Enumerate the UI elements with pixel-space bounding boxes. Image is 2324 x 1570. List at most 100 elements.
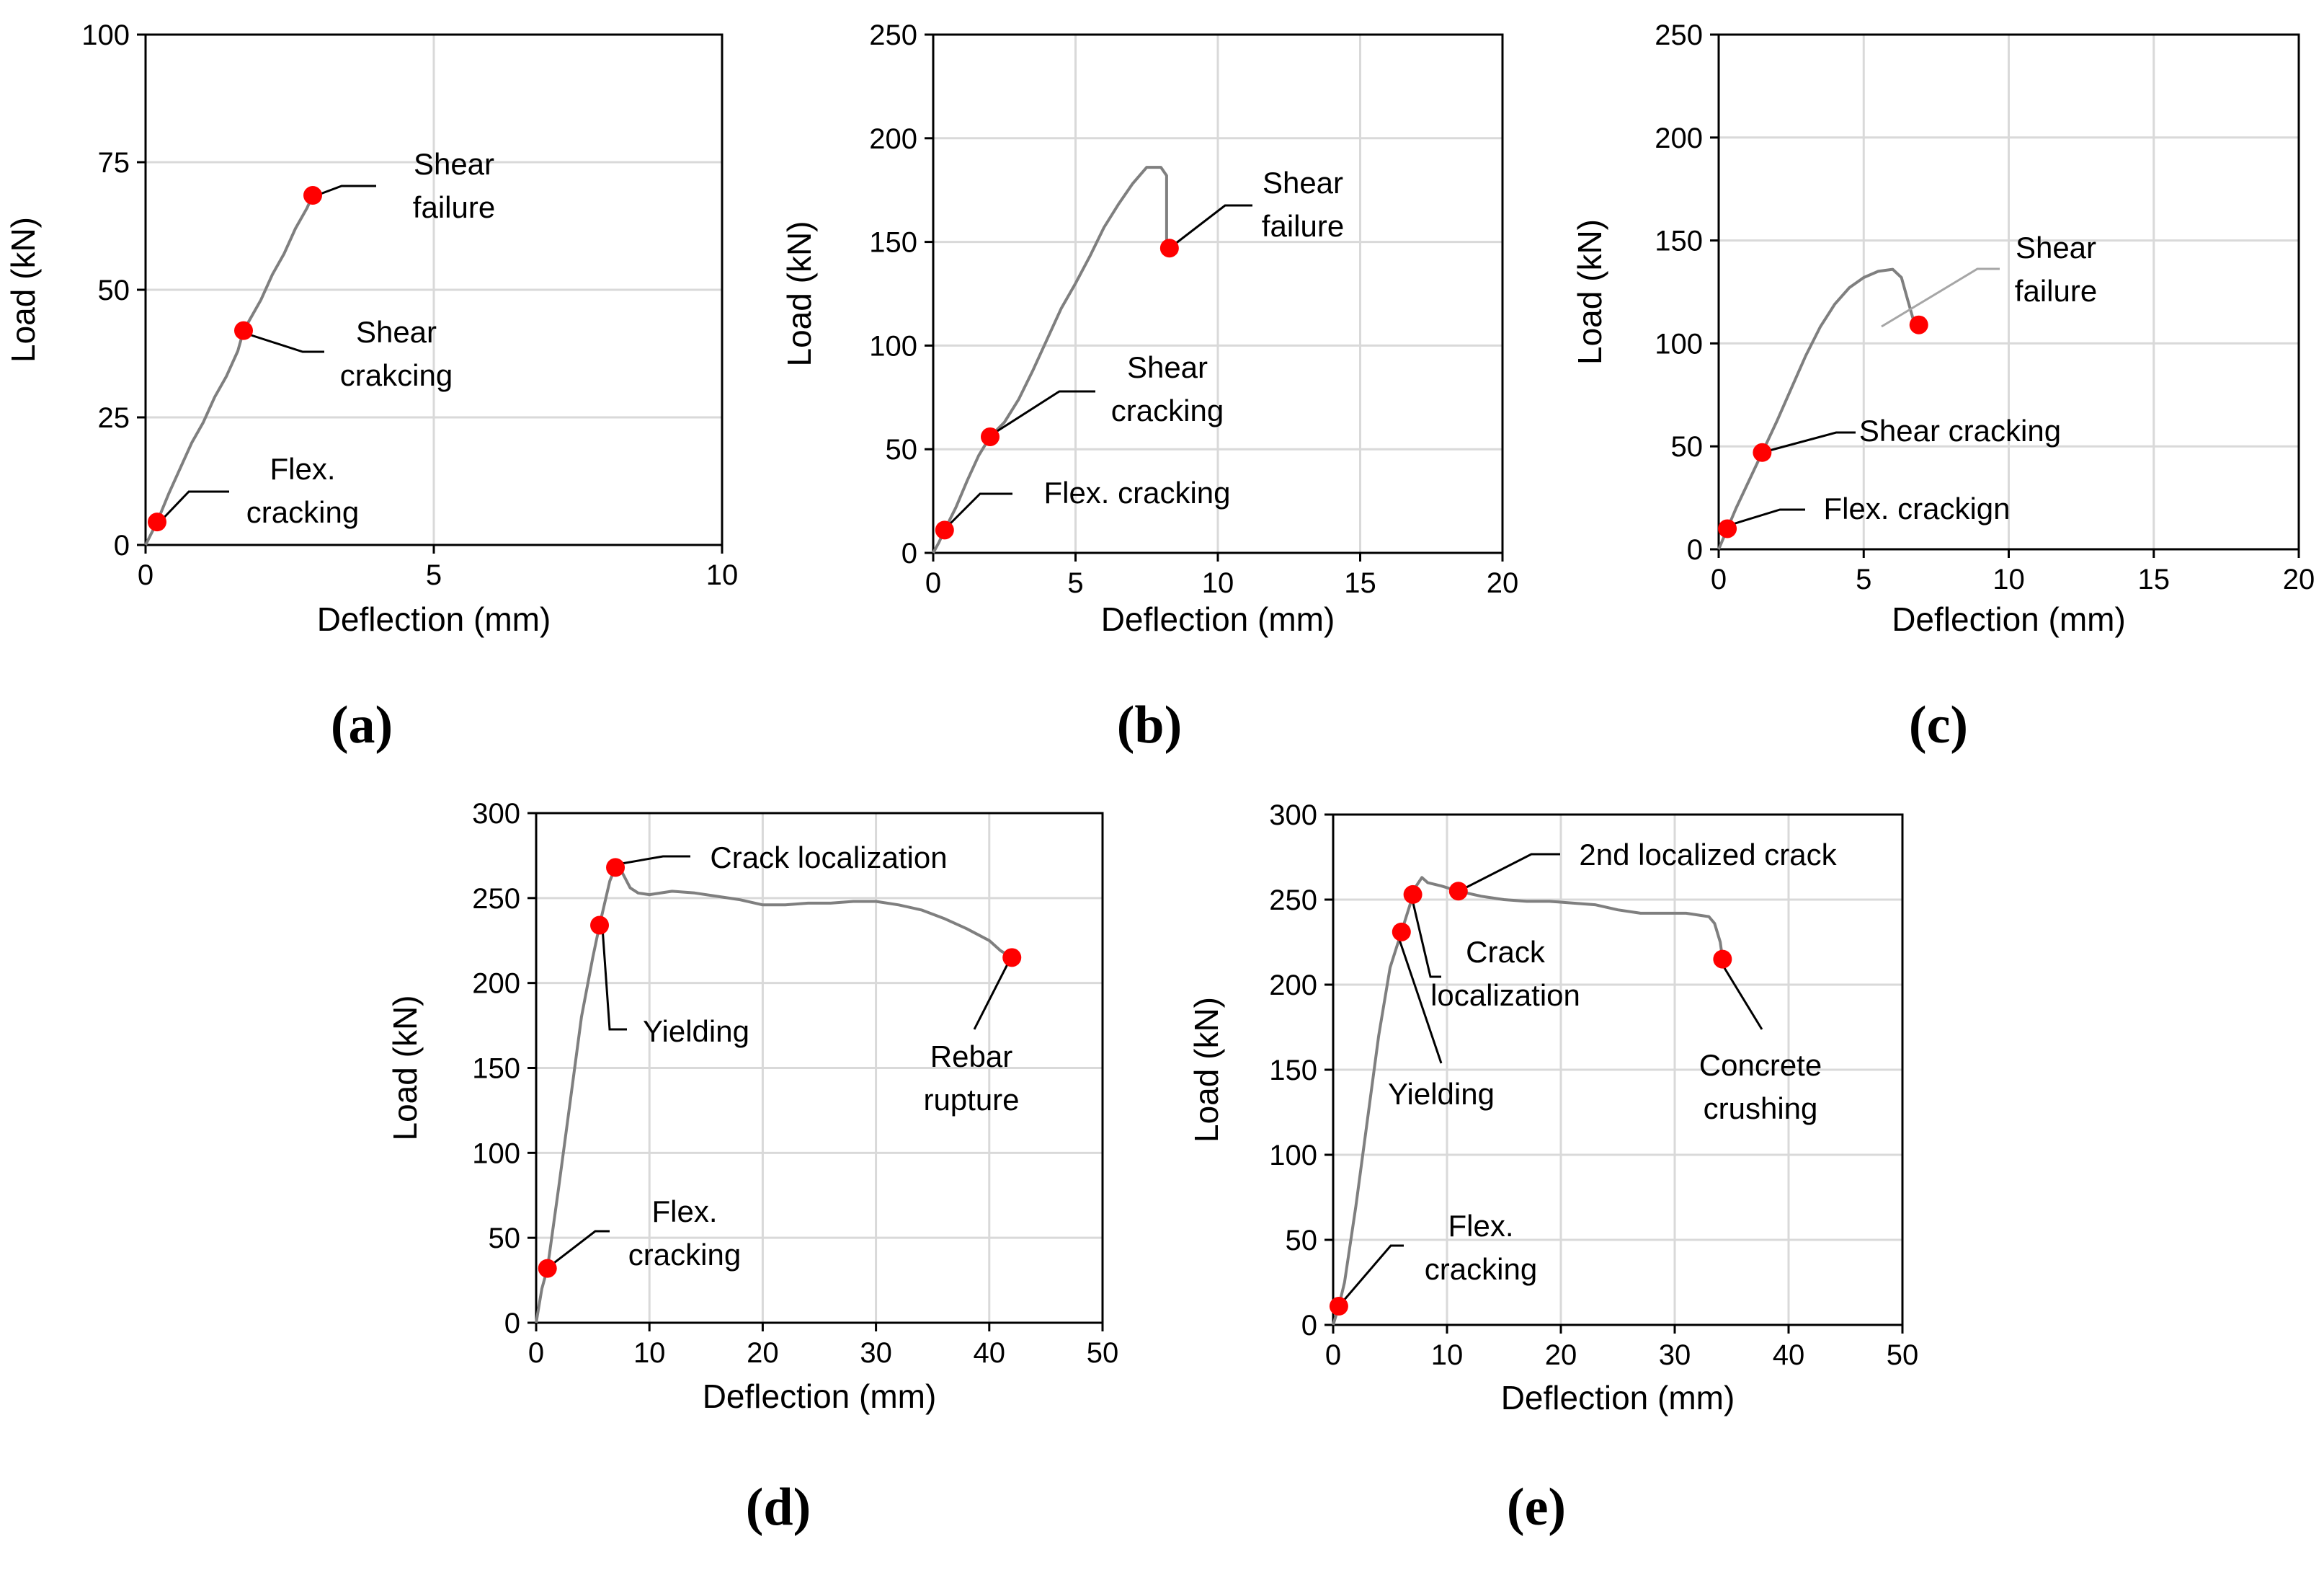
data-point xyxy=(1448,882,1468,901)
y-tick-label: 150 xyxy=(869,227,917,259)
annotation-text: Concrete crushing xyxy=(1699,1048,1822,1125)
annotation-line: Shear cracking xyxy=(1859,414,2061,448)
y-tick-label: 50 xyxy=(98,275,130,306)
annotation-leader xyxy=(989,390,1095,438)
y-tick-label: 250 xyxy=(869,19,917,51)
annotation-line: crushing xyxy=(1704,1091,1818,1125)
chart-e: 0 50 100 150 200 250 300 0 10 20 30 40 50 Deflection … xyxy=(1188,799,1918,1537)
annotation-leader xyxy=(1168,204,1252,250)
data-point xyxy=(1159,239,1179,258)
annotation-text: Shear failure xyxy=(2015,231,2097,308)
annotation-leader xyxy=(613,855,690,866)
annotation-line: failure xyxy=(2015,274,2097,308)
data-point xyxy=(1002,948,1022,967)
y-tick-label: 0 xyxy=(114,530,130,562)
x-tick-label: 15 xyxy=(2138,564,2171,595)
annotation-text: Shear cracking xyxy=(1111,350,1224,427)
panel-label: (d) xyxy=(746,1478,811,1537)
annotation-line: crakcing xyxy=(340,358,453,392)
x-tick-label: 15 xyxy=(1344,567,1376,599)
x-tick-label: 0 xyxy=(1325,1339,1341,1371)
annotation-leader xyxy=(239,330,324,353)
y-tick-label: 150 xyxy=(1655,226,1703,257)
annotation-line: Crack xyxy=(1466,935,1546,969)
annotation-text: Shear failure xyxy=(413,147,495,224)
annotation-line: Crack localization xyxy=(710,841,947,874)
y-tick-label: 150 xyxy=(472,1053,520,1085)
annotation-leader xyxy=(156,490,229,526)
x-tick-label: 50 xyxy=(1087,1337,1119,1369)
x-tick-label: 10 xyxy=(1431,1339,1464,1371)
series-line xyxy=(535,866,1013,1323)
data-point xyxy=(1392,922,1411,941)
x-axis-label: Deflection (mm) xyxy=(317,600,551,638)
annotation-line: Flex. cracking xyxy=(1043,476,1230,510)
y-tick-label: 300 xyxy=(1269,799,1317,831)
annotation-line: failure xyxy=(413,190,495,224)
y-axis-label: Load (kN) xyxy=(1188,997,1225,1143)
x-tick-label: 30 xyxy=(1659,1339,1691,1371)
y-tick-label: 100 xyxy=(81,19,130,51)
annotation-line: Rebar xyxy=(930,1039,1012,1073)
annotation-line: failure xyxy=(1262,209,1344,243)
x-tick-label: 10 xyxy=(1993,564,2025,595)
annotation-text: Shear failure xyxy=(1262,166,1344,243)
data-point xyxy=(606,858,625,877)
y-tick-label: 200 xyxy=(1655,123,1703,154)
x-axis-label: Deflection (mm) xyxy=(1892,600,2126,638)
annotation-text: Crack localization xyxy=(1430,935,1580,1012)
y-tick-label: 0 xyxy=(504,1308,520,1339)
x-tick-label: 5 xyxy=(426,559,442,591)
annotation-line: Shear xyxy=(356,315,437,349)
annotation-text: Rebar rupture xyxy=(923,1039,1019,1117)
chart-c: 0 50 100 150 200 250 0 5 10 15 20 Deflection (mm) Lo… xyxy=(1571,19,2315,755)
annotation-line: Shear xyxy=(1127,350,1208,384)
chart-b: 0 50 100 150 200 250 0 5 10 15 20 Deflection (mm) Lo… xyxy=(780,19,1518,755)
data-point xyxy=(538,1259,557,1278)
x-axis-label: Deflection (mm) xyxy=(1501,1379,1735,1416)
y-tick-label: 100 xyxy=(472,1137,520,1169)
y-tick-label: 300 xyxy=(472,798,520,830)
x-axis-label: Deflection (mm) xyxy=(1101,600,1335,638)
annotation-line: cracking xyxy=(628,1238,741,1272)
y-tick-label: 25 xyxy=(98,402,130,434)
panel-label: (e) xyxy=(1507,1478,1566,1537)
x-tick-label: 10 xyxy=(633,1337,666,1369)
annotation-text: Yielding xyxy=(643,1014,749,1048)
annotation-text: Crack localization xyxy=(710,841,947,874)
y-tick-label: 100 xyxy=(1655,328,1703,360)
y-axis-label: Load (kN) xyxy=(386,995,424,1141)
annotation-text: Yielding xyxy=(1388,1077,1495,1111)
data-point xyxy=(1403,884,1423,904)
data-point xyxy=(1718,519,1737,538)
x-tick-label: 20 xyxy=(1487,567,1519,599)
series-line xyxy=(1332,876,1724,1326)
annotation-line: Shear xyxy=(1263,166,1343,200)
annotation-text: Flex. cracking xyxy=(1043,476,1230,510)
annotation-text: Flex. crackign xyxy=(1823,492,2010,525)
chart-d: 0 50 100 150 200 250 300 0 10 20 30 40 50 Deflection … xyxy=(386,798,1118,1537)
annotation-leader xyxy=(1719,960,1763,1030)
annotation-line: Concrete xyxy=(1699,1048,1822,1082)
annotation-line: Shear xyxy=(414,147,494,181)
x-tick-label: 0 xyxy=(1711,564,1727,595)
y-axis-label: Load (kN) xyxy=(4,217,42,363)
data-point xyxy=(148,513,166,532)
data-point xyxy=(1329,1297,1348,1316)
y-tick-label: 50 xyxy=(886,434,918,466)
annotation-text: 2nd localized crack xyxy=(1579,838,1837,872)
data-point xyxy=(935,520,954,540)
data-point xyxy=(1909,315,1928,334)
annotation-leader xyxy=(1760,431,1856,454)
x-tick-label: 5 xyxy=(1067,567,1083,599)
y-tick-label: 200 xyxy=(869,123,917,155)
annotation-text: Flex. cracking xyxy=(628,1194,741,1272)
annotation-line: cracking xyxy=(1425,1252,1537,1286)
x-tick-label: 0 xyxy=(138,559,153,591)
x-axis-label: Deflection (mm) xyxy=(703,1378,937,1415)
y-tick-label: 50 xyxy=(489,1223,521,1254)
annotation-leader xyxy=(973,957,1012,1030)
x-tick-label: 30 xyxy=(860,1337,892,1369)
y-tick-label: 100 xyxy=(1269,1140,1317,1171)
y-tick-label: 250 xyxy=(472,883,520,915)
